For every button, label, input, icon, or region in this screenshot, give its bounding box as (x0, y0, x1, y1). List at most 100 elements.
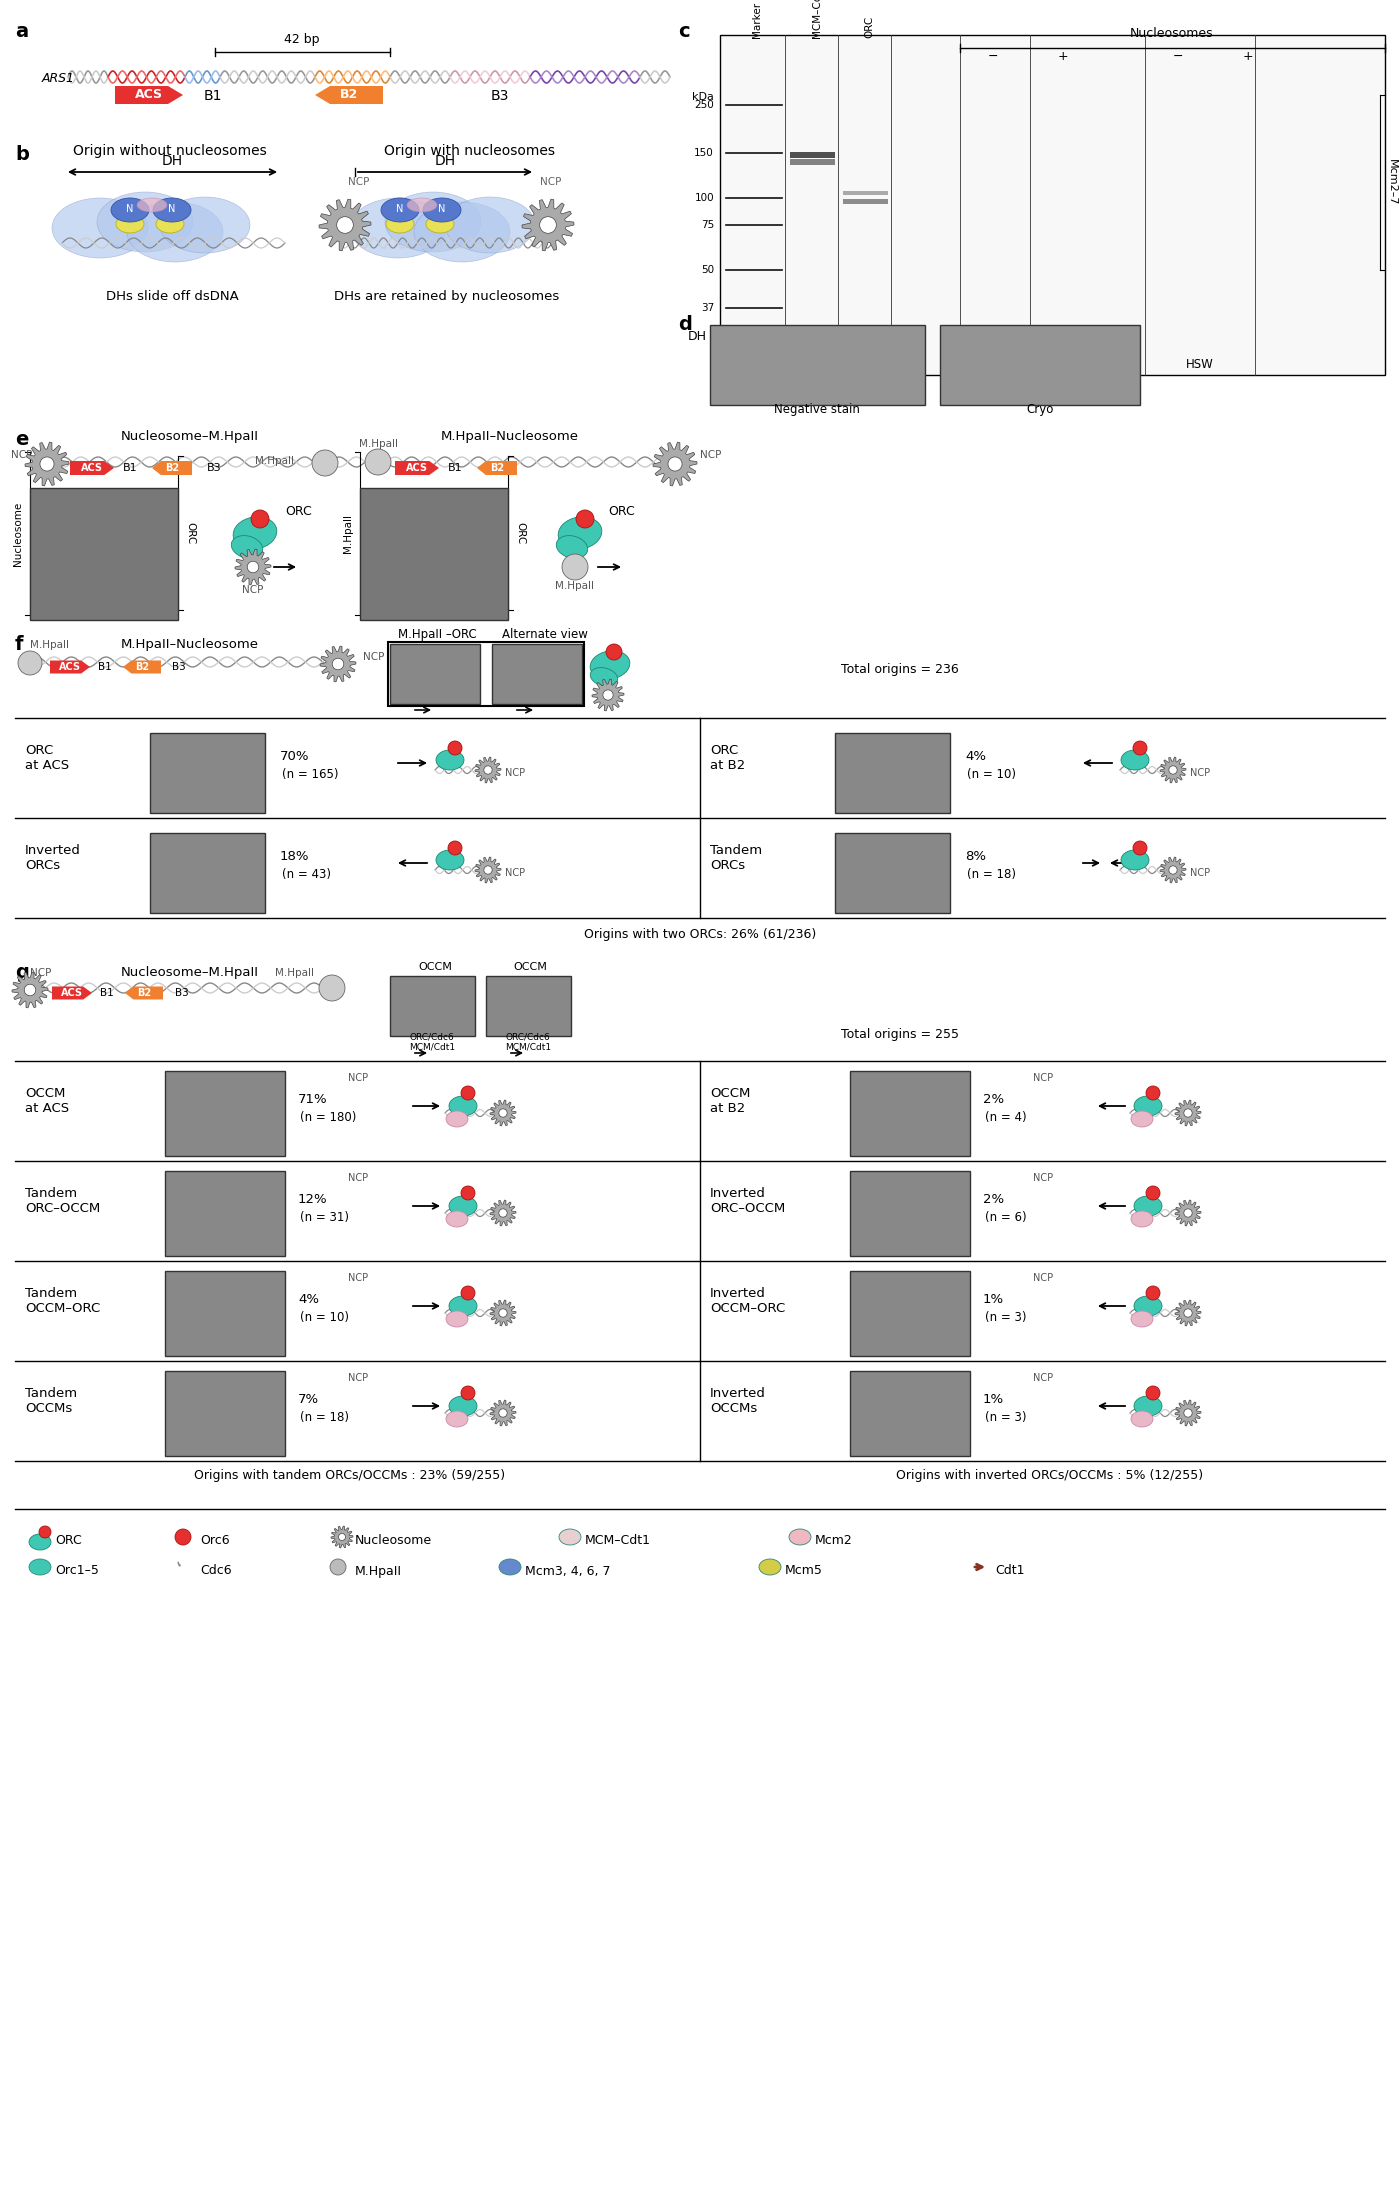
Text: Tandem
OCCM–ORC: Tandem OCCM–ORC (25, 1287, 101, 1316)
Text: Marker: Marker (753, 2, 762, 37)
Text: 2%: 2% (983, 1092, 1004, 1105)
Ellipse shape (159, 197, 250, 252)
Text: ORC: ORC (285, 504, 312, 518)
Ellipse shape (97, 193, 193, 252)
Circle shape (1168, 866, 1177, 875)
Text: Tandem
ORC–OCCM: Tandem ORC–OCCM (25, 1186, 101, 1215)
Text: B2: B2 (340, 88, 358, 101)
Polygon shape (477, 461, 518, 476)
Bar (844, 191, 888, 195)
Polygon shape (1175, 1200, 1200, 1226)
Polygon shape (52, 987, 92, 1000)
Polygon shape (50, 660, 90, 673)
Ellipse shape (560, 1529, 581, 1546)
Text: B2: B2 (165, 463, 179, 474)
Circle shape (39, 1526, 50, 1537)
Text: LSW: LSW (988, 357, 1013, 371)
Polygon shape (235, 548, 271, 586)
Text: ACS: ACS (62, 989, 83, 998)
Text: B3: B3 (491, 90, 509, 103)
Text: MCM–Cdt1: MCM–Cdt1 (811, 0, 823, 37)
Text: M.HpaII: M.HpaII (355, 1564, 402, 1577)
Bar (390, 976, 476, 1035)
Text: M.HpaII: M.HpaII (555, 581, 595, 590)
Text: ORC/Cdc6: ORC/Cdc6 (410, 1033, 455, 1042)
Circle shape (1146, 1285, 1160, 1300)
Circle shape (24, 985, 36, 996)
Bar (165, 1070, 285, 1156)
Ellipse shape (436, 750, 464, 770)
Text: NCP: NCP (348, 1072, 368, 1083)
Text: Alternate view: Alternate view (502, 627, 588, 640)
Text: Cdt1: Cdt1 (995, 1564, 1024, 1577)
Text: B1: B1 (204, 90, 222, 103)
Circle shape (606, 645, 623, 660)
Text: M.HpaII –ORC: M.HpaII –ORC (397, 627, 477, 640)
Polygon shape (123, 660, 161, 673)
Ellipse shape (446, 1211, 469, 1228)
Ellipse shape (1135, 1195, 1163, 1215)
Polygon shape (1175, 1101, 1200, 1125)
Ellipse shape (29, 1533, 50, 1550)
Ellipse shape (446, 1311, 469, 1327)
Circle shape (462, 1086, 476, 1101)
Ellipse shape (1135, 1397, 1163, 1417)
Text: Inverted
ORCs: Inverted ORCs (25, 844, 81, 873)
Circle shape (339, 1533, 346, 1539)
Text: 250: 250 (694, 101, 713, 110)
Text: NCP: NCP (1191, 768, 1210, 779)
Text: (n = 180): (n = 180) (299, 1112, 357, 1125)
Bar (851, 1371, 970, 1456)
Text: M.HpaII: M.HpaII (276, 967, 313, 978)
Text: OCCM: OCCM (418, 963, 452, 971)
Text: a: a (15, 22, 28, 42)
Polygon shape (653, 443, 697, 487)
Polygon shape (490, 1101, 516, 1125)
Bar (835, 732, 950, 814)
Circle shape (540, 217, 557, 232)
Text: Origins with tandem ORCs/OCCMs : 23% (59/255): Origins with tandem ORCs/OCCMs : 23% (59… (194, 1469, 505, 1482)
Ellipse shape (449, 1296, 477, 1316)
Polygon shape (13, 971, 48, 1009)
Ellipse shape (449, 1397, 477, 1417)
Text: Nucleosome–M.HpaII: Nucleosome–M.HpaII (120, 430, 259, 443)
Text: NCP: NCP (1191, 868, 1210, 877)
Ellipse shape (157, 215, 185, 232)
Bar (851, 1272, 970, 1355)
Circle shape (448, 840, 462, 855)
Circle shape (1146, 1386, 1160, 1399)
Circle shape (499, 1309, 508, 1318)
Ellipse shape (1130, 1311, 1153, 1327)
Text: DHs are retained by nucleosomes: DHs are retained by nucleosomes (334, 289, 560, 303)
Text: N: N (126, 204, 134, 215)
Text: DHs slide off dsDNA: DHs slide off dsDNA (106, 289, 238, 303)
Ellipse shape (29, 1559, 50, 1575)
Circle shape (499, 1408, 508, 1417)
Circle shape (484, 866, 492, 875)
Text: Origin without nucleosomes: Origin without nucleosomes (73, 145, 267, 158)
Ellipse shape (127, 202, 222, 261)
Text: M.HpaII: M.HpaII (29, 640, 69, 649)
Text: Nucleosome: Nucleosome (13, 502, 22, 566)
Text: (n = 18): (n = 18) (967, 868, 1016, 882)
Text: NCP: NCP (348, 1173, 368, 1182)
Text: Inverted
ORC–OCCM: Inverted ORC–OCCM (711, 1186, 785, 1215)
Text: Nucleosome: Nucleosome (355, 1535, 432, 1548)
Polygon shape (315, 86, 383, 103)
Bar (150, 833, 264, 912)
Polygon shape (320, 647, 355, 682)
Text: 4%: 4% (965, 750, 986, 763)
Text: B2: B2 (134, 662, 150, 671)
Text: HSW: HSW (1186, 357, 1214, 371)
Ellipse shape (449, 1096, 477, 1116)
Text: 150: 150 (694, 147, 713, 158)
Circle shape (365, 450, 390, 476)
Polygon shape (152, 461, 192, 476)
Circle shape (1146, 1186, 1160, 1200)
Text: B1: B1 (101, 989, 113, 998)
Text: −: − (988, 50, 999, 64)
Text: ‘: ‘ (173, 1557, 192, 1577)
Text: NCP: NCP (1032, 1173, 1053, 1182)
Text: Mcm3, 4, 6, 7: Mcm3, 4, 6, 7 (525, 1564, 610, 1577)
Ellipse shape (558, 518, 602, 548)
